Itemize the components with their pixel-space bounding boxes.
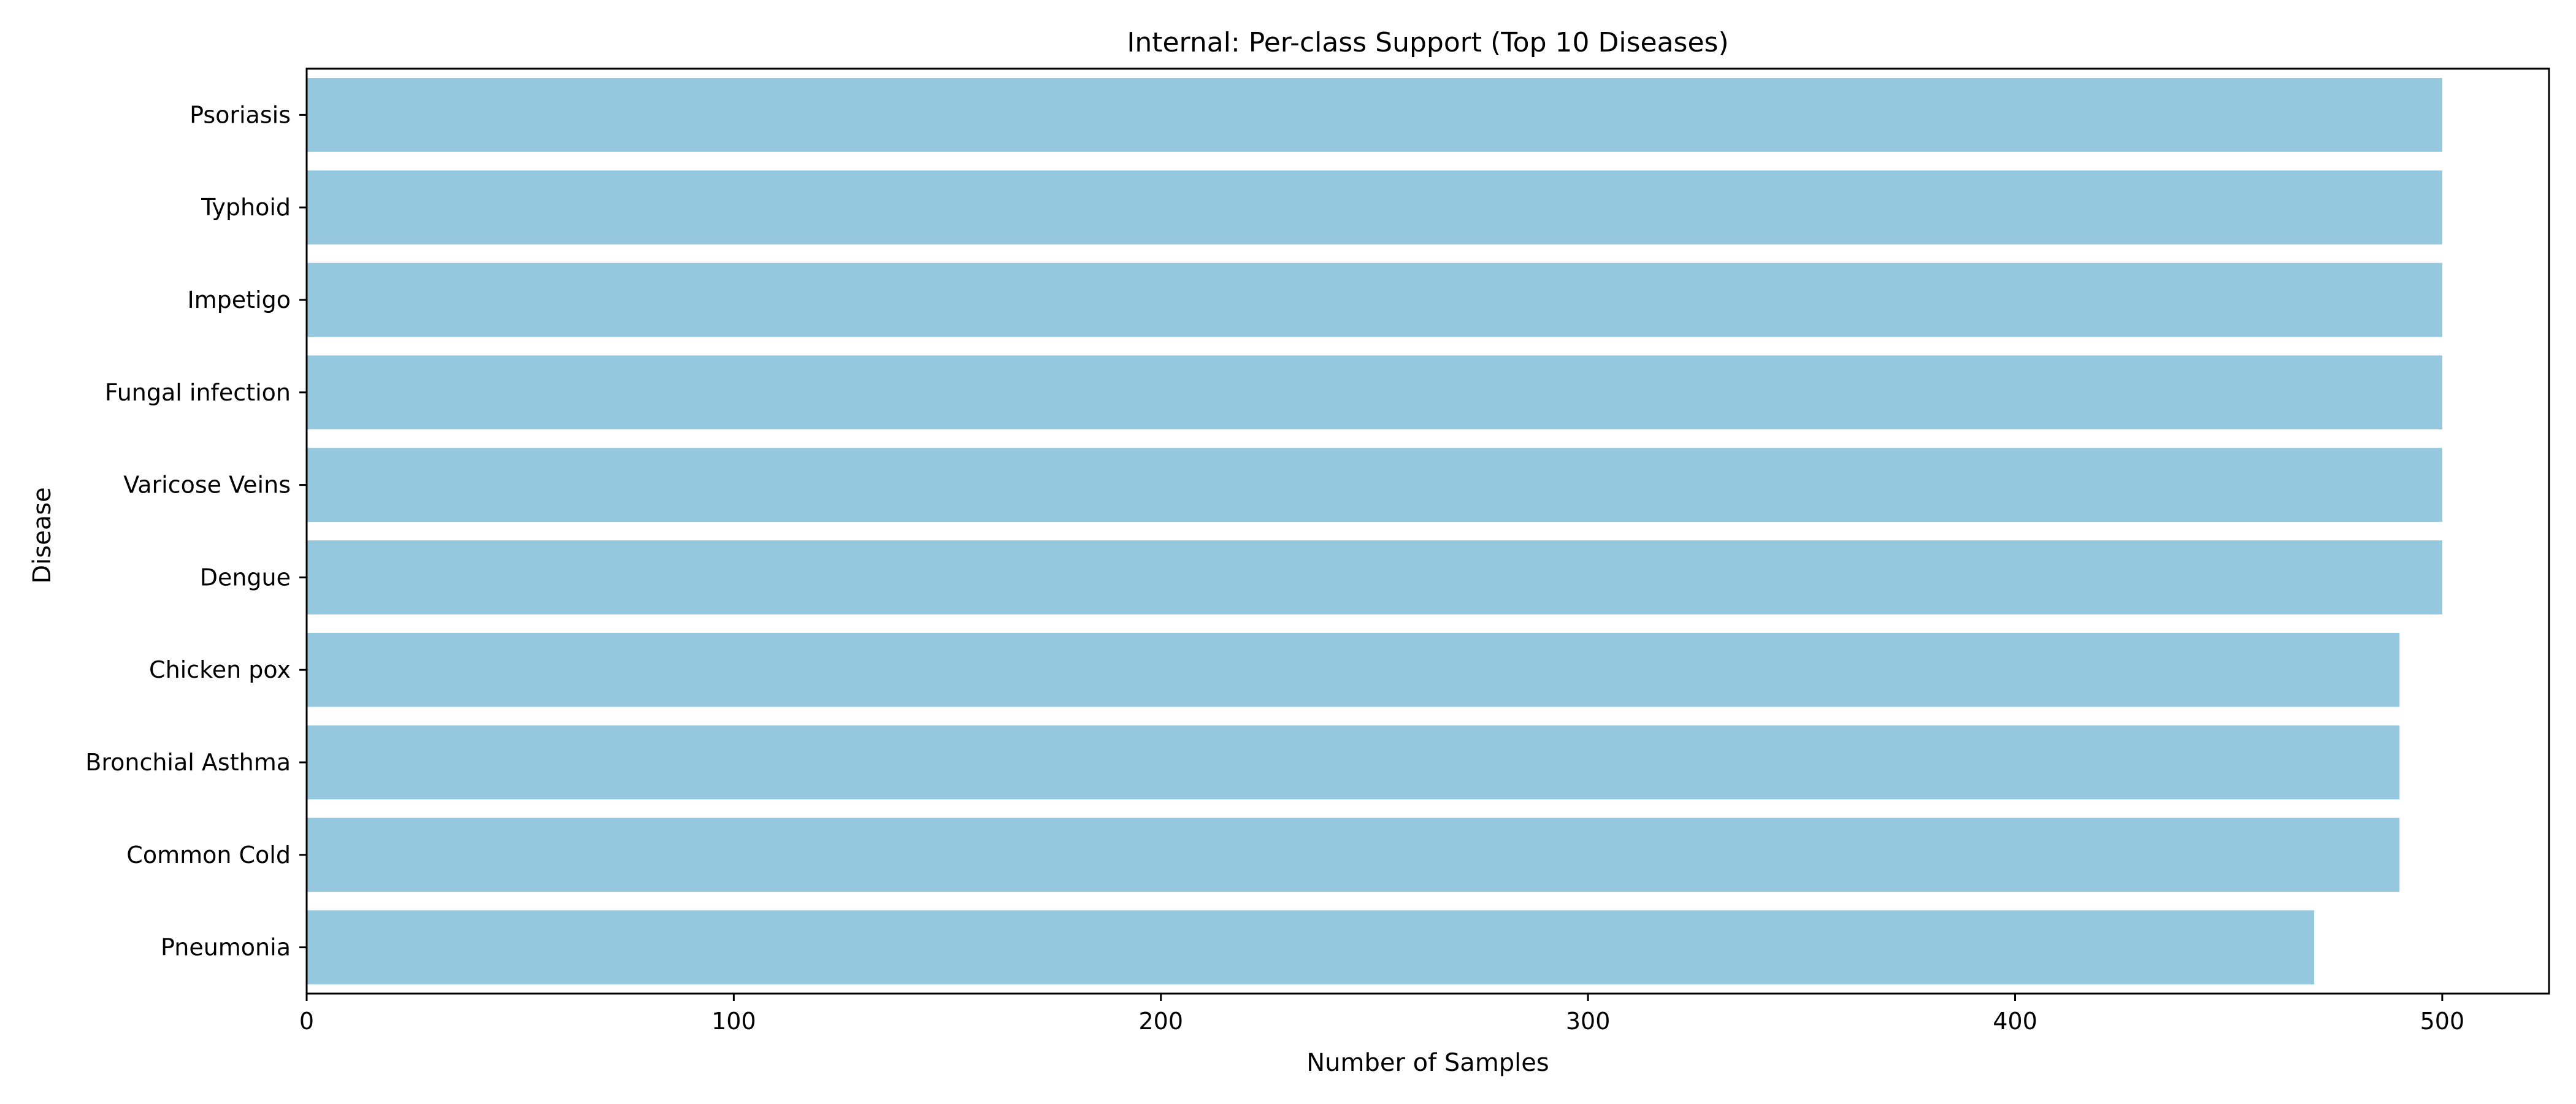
y-tick-label: Varicose Veins (123, 472, 291, 499)
y-axis: Psoriasis Typhoid Impetigo Fungal infection… (85, 101, 307, 961)
y-tick-label: Chicken pox (149, 656, 291, 683)
y-tick-label: Common Cold (126, 841, 291, 868)
y-tick-label: Psoriasis (190, 101, 291, 128)
bar (307, 448, 2442, 522)
bar (307, 263, 2442, 337)
bar (307, 170, 2442, 245)
bar (307, 78, 2442, 152)
plot-frame (305, 67, 2550, 995)
x-axis-label: Number of Samples (1306, 1049, 1549, 1077)
x-tick-label: 400 (1993, 1008, 2037, 1035)
bar (307, 632, 2400, 707)
bar (307, 910, 2314, 984)
y-tick-label: Dengue (200, 564, 291, 591)
x-tick-label: 500 (2420, 1008, 2465, 1035)
y-tick-label: Typhoid (201, 194, 291, 221)
bar (307, 725, 2400, 800)
x-tick-label: 0 (299, 1008, 314, 1035)
y-axis-label: Disease (28, 487, 56, 583)
y-tick-label: Pneumonia (161, 934, 291, 961)
y-tick-label: Bronchial Asthma (85, 749, 291, 776)
y-tick-label: Impetigo (187, 286, 291, 313)
bars-group (307, 78, 2442, 984)
x-tick-label: 200 (1138, 1008, 1183, 1035)
y-tick-label: Fungal infection (105, 379, 291, 406)
x-axis: 0 100 200 300 400 500 (299, 994, 2464, 1035)
x-tick-label: 300 (1566, 1008, 1611, 1035)
bar (307, 540, 2442, 615)
chart-title: Internal: Per-class Support (Top 10 Dise… (1127, 27, 1728, 58)
bar (307, 355, 2442, 430)
bar (307, 818, 2400, 892)
x-tick-label: 100 (711, 1008, 756, 1035)
